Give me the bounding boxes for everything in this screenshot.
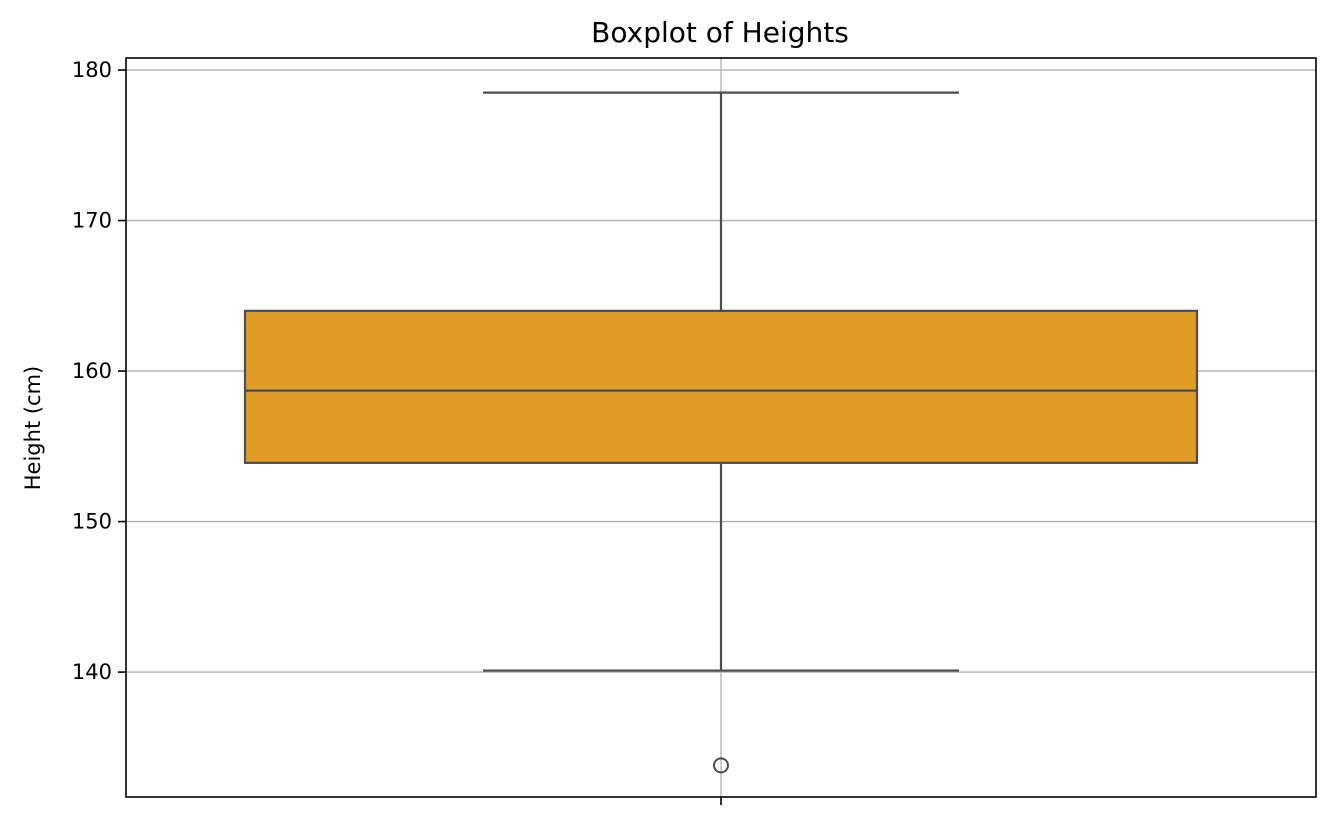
chart-title: Boxplot of Heights [591, 16, 849, 49]
iqr-box [243, 309, 1199, 464]
y-tick-label-140: 140 [72, 660, 112, 684]
tick-layer: 140 150 160 170 180 [72, 58, 722, 805]
y-tick-label-180: 180 [72, 58, 112, 82]
y-tick-label-150: 150 [72, 510, 112, 534]
y-tick-label-170: 170 [72, 209, 112, 233]
box-layer [243, 91, 1199, 774]
outlier-point-0 [713, 757, 729, 774]
y-tick-label-160: 160 [72, 359, 112, 383]
y-axis-label: Height (cm) [21, 366, 45, 490]
